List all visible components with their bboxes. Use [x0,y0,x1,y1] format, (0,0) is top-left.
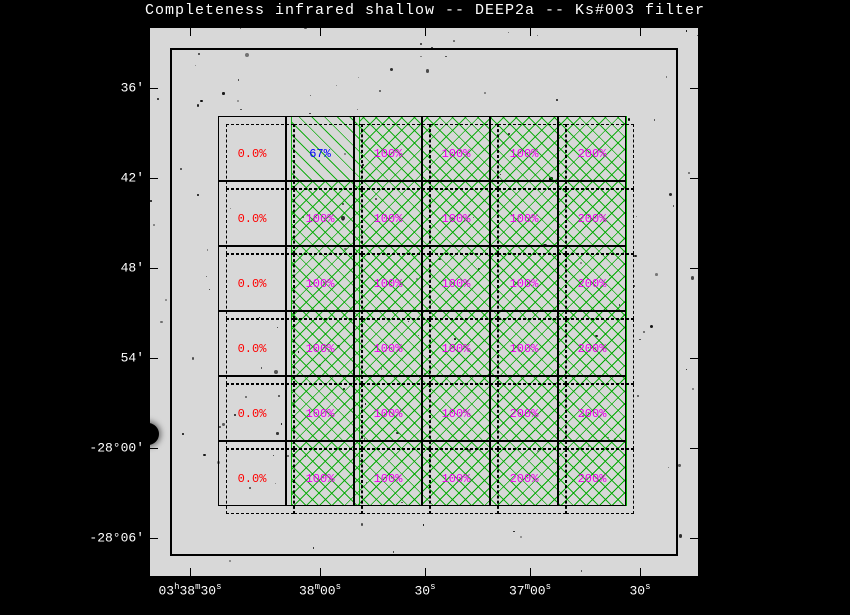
cell-value: 100% [374,472,403,486]
y-tick-label: -28°00' [89,441,144,456]
cell-value: 100% [510,147,539,161]
y-tick [690,178,698,179]
cell-value: 0.0% [238,472,267,486]
cell-value: 100% [306,277,335,291]
y-tick-label: 48' [121,261,144,276]
x-tick-label: 30s [629,582,650,598]
cell-value: 100% [306,472,335,486]
cell-value: 0.0% [238,342,267,356]
x-tick [320,28,321,36]
cell-value: 100% [374,407,403,421]
cell-value: 100% [306,407,335,421]
cell-value: 200% [510,472,539,486]
x-tick-label: 03h38m30s [158,582,221,598]
y-tick [150,178,158,179]
cell-value: 100% [306,342,335,356]
cell-value: 0.0% [238,407,267,421]
cell-value: 100% [374,147,403,161]
x-tick [320,568,321,576]
x-tick [530,568,531,576]
cell-value: 200% [578,277,607,291]
y-tick [690,358,698,359]
y-tick-label: 54' [121,351,144,366]
y-tick [690,448,698,449]
y-tick-label: 36' [121,81,144,96]
cell-value: 100% [374,277,403,291]
cell-value: 100% [442,342,471,356]
y-tick [690,538,698,539]
cell-value: 100% [510,212,539,226]
y-tick [150,88,158,89]
cell-value: 100% [510,342,539,356]
cell-value: 100% [510,277,539,291]
x-tick [640,568,641,576]
x-tick [190,28,191,36]
y-tick [150,358,158,359]
cell-value: 100% [442,277,471,291]
cell-value: 100% [442,147,471,161]
y-tick-label: 42' [121,171,144,186]
cell-value: 200% [578,212,607,226]
cell-value: 0.0% [238,212,267,226]
cell-value: 100% [442,212,471,226]
cell-value: 100% [306,212,335,226]
x-tick [425,28,426,36]
y-tick [690,268,698,269]
x-tick [640,28,641,36]
cell-value: 200% [578,472,607,486]
cell-value: 100% [442,407,471,421]
cell-value: 0.0% [238,147,267,161]
cell-value: 200% [510,407,539,421]
x-tick-label: 38m00s [299,582,341,598]
y-tick [150,538,158,539]
y-tick [150,448,158,449]
cell-value: 100% [442,472,471,486]
cell-value: 200% [578,407,607,421]
x-tick-label: 30s [414,582,435,598]
y-tick-label: -28°06' [89,531,144,546]
x-tick [530,28,531,36]
y-tick [150,268,158,269]
cell-value: 100% [374,212,403,226]
cell-value: 200% [578,342,607,356]
cell-value: 67% [309,147,331,161]
x-tick-label: 37m00s [509,582,551,598]
x-tick [190,568,191,576]
cell-value: 100% [374,342,403,356]
x-tick [425,568,426,576]
cell-value: 200% [578,147,607,161]
cell-value: 0.0% [238,277,267,291]
y-tick [690,88,698,89]
